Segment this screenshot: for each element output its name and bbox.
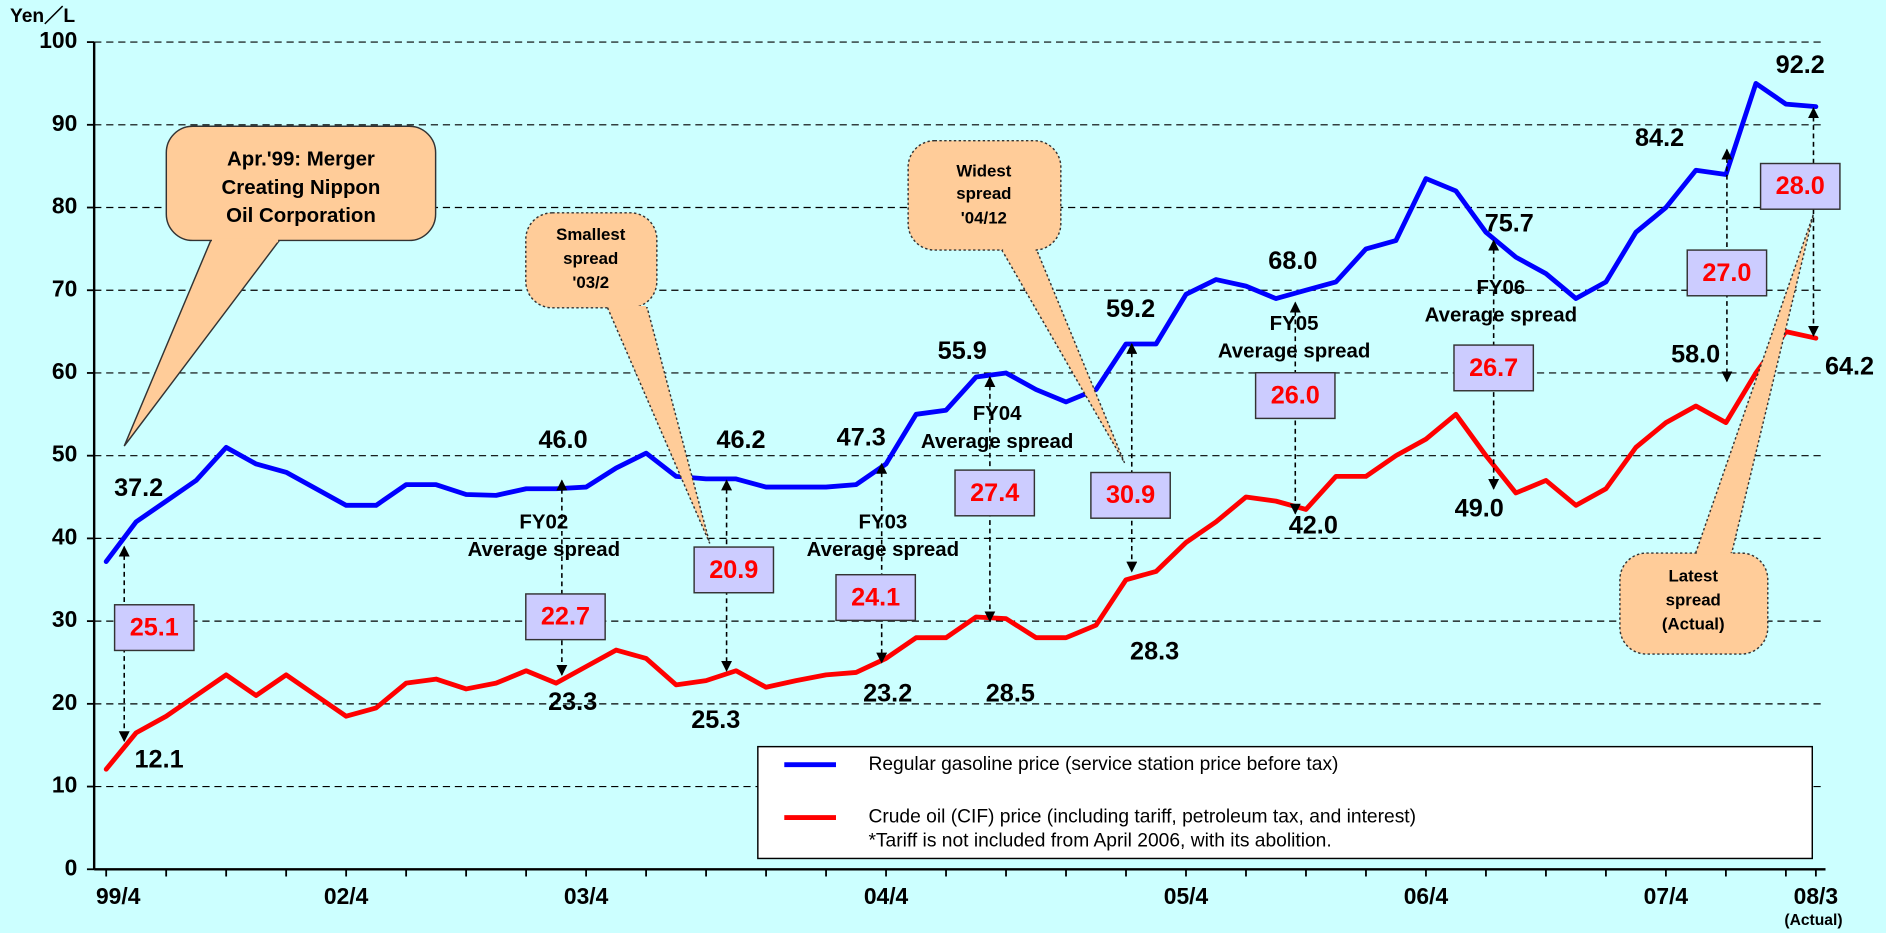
callout-box <box>525 212 658 309</box>
value-annotation: 28.5 <box>986 680 1035 708</box>
value-annotation: 23.2 <box>863 680 912 708</box>
spread-value: 27.0 <box>1702 259 1751 287</box>
x-tick-label: 07/4 <box>1644 883 1689 909</box>
y-tick-label: 90 <box>52 110 77 136</box>
y-tick-label: 40 <box>52 523 77 549</box>
spread-value: 24.1 <box>851 583 900 611</box>
value-annotation: 12.1 <box>135 746 184 774</box>
callout-text: spread <box>1666 591 1721 610</box>
callout-text: '04/12 <box>961 208 1007 227</box>
callout-text: spread <box>956 184 1011 203</box>
spread-value: 25.1 <box>130 613 179 641</box>
value-annotation: 46.0 <box>539 426 588 454</box>
value-annotation: 25.3 <box>691 706 740 734</box>
y-tick-label: 60 <box>52 358 77 384</box>
series-line <box>103 81 1819 565</box>
y-tick-label: 10 <box>52 772 77 798</box>
spread-value: 22.7 <box>541 603 590 631</box>
x-tick-label: 04/4 <box>864 883 909 909</box>
y-tick-label: 50 <box>52 441 77 467</box>
spread-box <box>1453 344 1535 392</box>
callout-box <box>907 139 1062 251</box>
average-spread-text: Average spread <box>807 539 959 561</box>
spread-box <box>1254 371 1336 420</box>
x-tick-label: 05/4 <box>1164 883 1209 909</box>
legend-note: *Tariff is not included from April 2006,… <box>868 831 1331 852</box>
x-tick-label: 03/4 <box>564 883 609 909</box>
legend-label: Crude oil (CIF) price (including tariff,… <box>868 807 1416 828</box>
callout-box <box>1619 552 1769 655</box>
value-annotation: 55.9 <box>938 337 987 365</box>
spread-box <box>954 469 1036 517</box>
spread-box <box>1686 249 1768 297</box>
value-annotation: 92.2 <box>1776 51 1825 79</box>
y-tick-label: 30 <box>52 606 77 632</box>
series-line <box>103 329 1819 772</box>
y-tick-label: 100 <box>39 27 77 53</box>
callout-text: Smallest <box>556 225 626 244</box>
average-spread-text: FY05 <box>1270 313 1319 335</box>
spread-box <box>835 573 917 622</box>
average-spread-text: Average spread <box>921 431 1074 453</box>
average-spread-text: FY03 <box>858 511 907 533</box>
spread-box <box>1090 471 1171 519</box>
callout-text: spread <box>563 249 618 268</box>
y-tick-label: 80 <box>52 193 77 219</box>
value-annotation: 59.2 <box>1106 295 1155 323</box>
value-annotation: 84.2 <box>1635 124 1684 152</box>
callout-text: Widest <box>956 161 1011 180</box>
legend-box <box>757 745 1813 860</box>
value-annotation: 46.2 <box>716 426 765 454</box>
average-spread-text: FY04 <box>973 403 1022 425</box>
value-annotation: 58.0 <box>1671 341 1720 369</box>
spread-value: 20.9 <box>709 556 758 584</box>
average-spread-text: Average spread <box>468 539 621 561</box>
y-tick-label: 0 <box>65 854 78 880</box>
spread-value: 27.4 <box>970 479 1019 507</box>
x-tick-label: 08/3 <box>1794 883 1838 909</box>
spread-box <box>693 546 775 594</box>
spread-value: 26.7 <box>1469 354 1518 382</box>
callout-text: Oil Corporation <box>226 205 376 227</box>
average-spread-text: FY02 <box>519 511 568 533</box>
value-annotation: 68.0 <box>1268 247 1317 275</box>
x-tick-label: 99/4 <box>96 883 141 909</box>
y-axis-label: Yen／L <box>10 4 75 27</box>
value-annotation: 42.0 <box>1289 511 1338 539</box>
x-note: (Actual) <box>1784 912 1842 929</box>
value-annotation: 28.3 <box>1130 638 1179 666</box>
legend-label: Regular gasoline price (service station … <box>868 754 1338 775</box>
callout-tail <box>1694 213 1815 554</box>
value-annotation: 47.3 <box>837 424 886 452</box>
value-annotation: 23.3 <box>548 688 597 716</box>
callout-text: '03/2 <box>572 273 609 292</box>
x-tick-label: 02/4 <box>324 883 369 909</box>
y-tick-label: 70 <box>52 275 77 301</box>
callout-text: (Actual) <box>1662 615 1725 634</box>
value-annotation: 75.7 <box>1485 210 1534 238</box>
value-annotation: 64.2 <box>1825 353 1874 381</box>
spread-value: 30.9 <box>1106 481 1155 509</box>
callout-box <box>165 125 437 242</box>
value-annotation: 49.0 <box>1455 494 1504 522</box>
average-spread-text: Average spread <box>1425 305 1577 327</box>
callout-text: Apr.'99: Merger <box>227 148 375 170</box>
callout-text: Creating Nippon <box>222 177 381 199</box>
callout-text: Latest <box>1668 567 1718 586</box>
value-annotation: 37.2 <box>114 474 163 502</box>
average-spread-text: FY06 <box>1476 277 1525 299</box>
spread-box <box>113 604 195 652</box>
x-tick-label: 06/4 <box>1404 883 1449 909</box>
spread-value: 26.0 <box>1271 381 1320 409</box>
average-spread-text: Average spread <box>1218 341 1370 363</box>
spread-box <box>525 593 606 641</box>
y-tick-label: 20 <box>52 689 77 715</box>
spread-value: 28.0 <box>1776 172 1825 200</box>
spread-box <box>1759 162 1841 210</box>
